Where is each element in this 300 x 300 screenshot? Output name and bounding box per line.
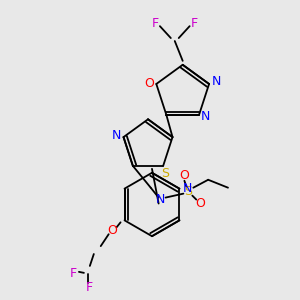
Text: F: F (191, 17, 198, 30)
Text: F: F (69, 267, 76, 280)
Text: N: N (156, 193, 165, 206)
Text: N: N (201, 110, 211, 124)
Text: F: F (152, 17, 158, 30)
Text: N: N (183, 182, 192, 195)
Text: O: O (195, 197, 205, 210)
Text: S: S (161, 167, 169, 180)
Text: O: O (144, 77, 154, 91)
Text: N: N (211, 76, 221, 88)
Text: S: S (184, 185, 192, 198)
Text: N: N (112, 129, 121, 142)
Text: O: O (179, 169, 189, 182)
Text: F: F (85, 281, 92, 294)
Text: O: O (108, 224, 118, 237)
